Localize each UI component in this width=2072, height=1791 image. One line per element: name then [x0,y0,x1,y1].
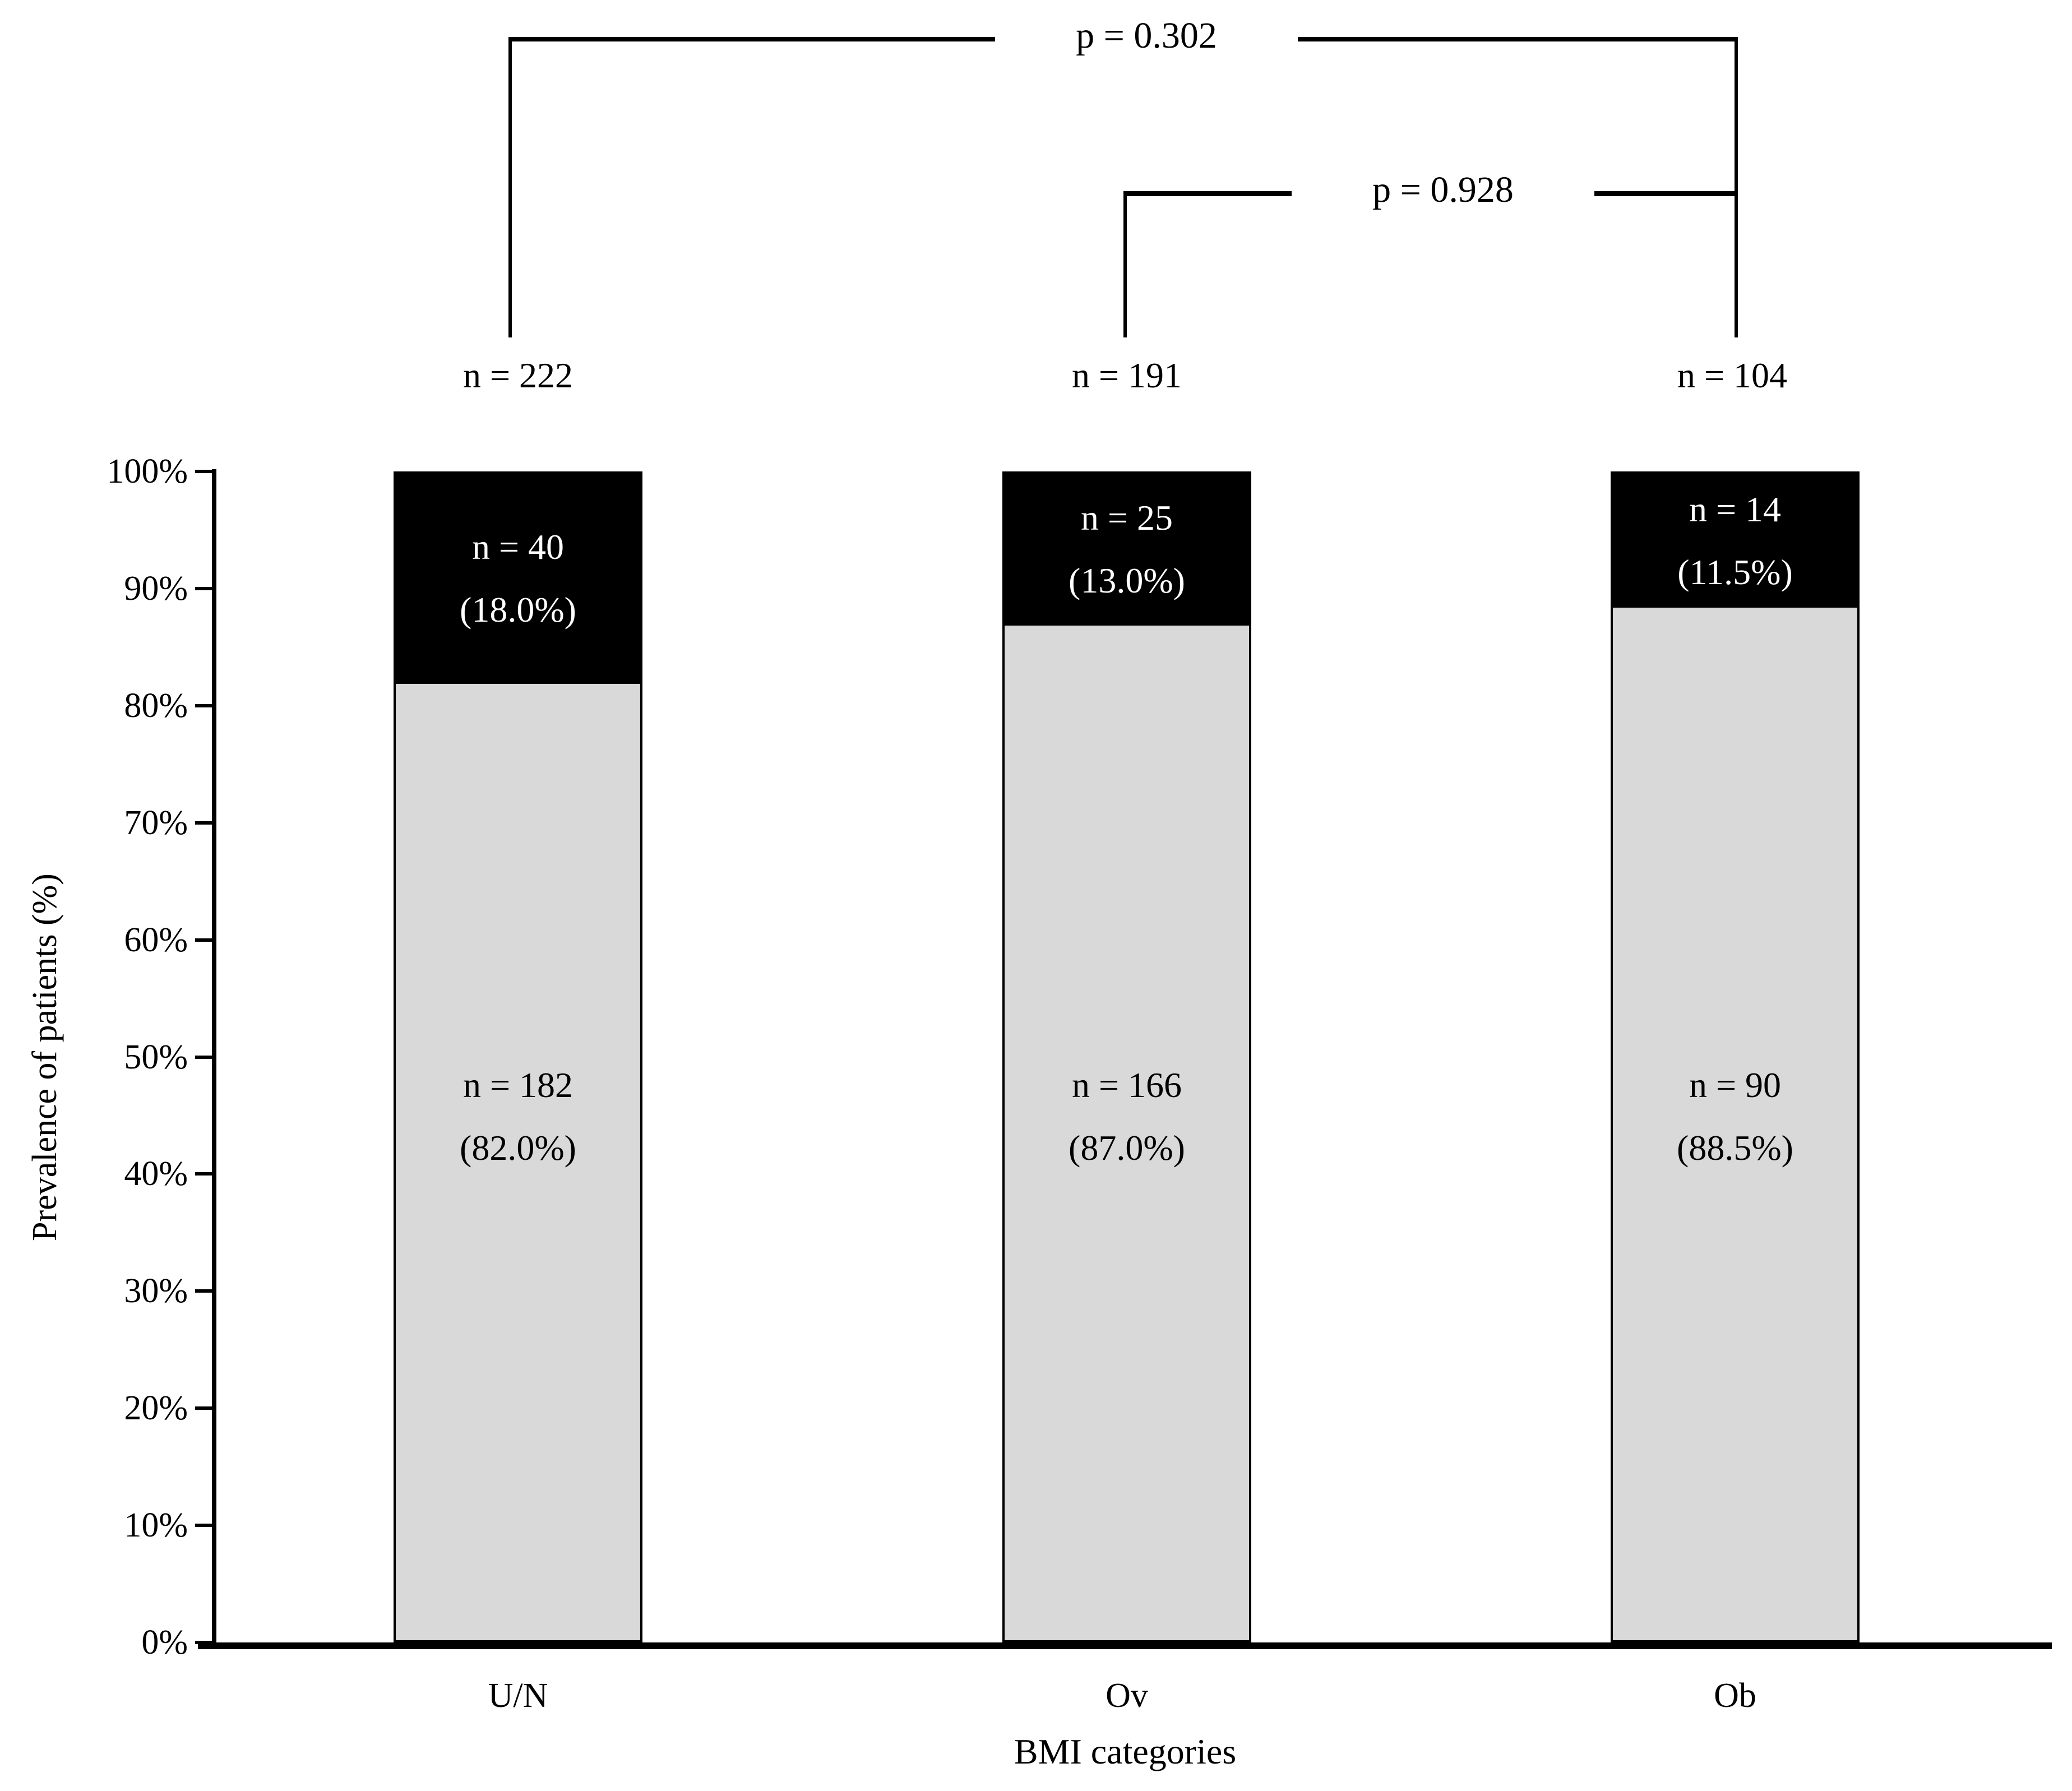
bar-un-black-segment: n = 40 (18.0%) [396,474,640,684]
y-tick-30 [195,1289,212,1293]
black-segment-count-label: n = 14 [1689,489,1782,529]
y-tick-70 [195,821,212,825]
bracket1-vertical-left [508,37,512,337]
group-size-label-ov: n = 191 [1071,355,1182,395]
x-axis-line [198,1642,2052,1649]
p-value-label-2: p = 0.928 [1372,169,1514,210]
bar-ob-black-segment: n = 14 (11.5%) [1613,474,1857,608]
black-segment-count-label: n = 40 [471,527,565,567]
x-category-label-ob: Ob [1714,1677,1756,1715]
x-category-label-un: U/N [488,1677,548,1715]
bar-un-gray-label: n = 182 (82.0%) [396,1054,640,1179]
gray-segment-count-label: n = 166 [1071,1065,1182,1105]
p-value-label-1: p = 0.302 [1076,15,1217,56]
y-tick-100 [195,470,212,473]
gray-segment-count-label: n = 182 [462,1065,574,1105]
bracket1-vertical-right [1735,37,1738,337]
y-tick-60 [195,938,212,942]
bar-ob: n = 14 (11.5%) n = 90 (88.5%) [1611,471,1860,1642]
bracket2-vertical-left [1123,191,1127,337]
bar-ov-black-segment: n = 25 (13.0%) [1005,474,1249,626]
bar-ob-gray-label: n = 90 (88.5%) [1613,1054,1857,1179]
bar-ov-gray-label: n = 166 (87.0%) [1005,1054,1249,1179]
y-tick-label-90: 90% [124,570,188,608]
group-size-label-un: n = 222 [462,355,574,395]
y-tick-label-60: 60% [124,921,188,959]
y-tick-label-50: 50% [124,1038,188,1076]
y-tick-90 [195,587,212,590]
black-segment-percent-label: (13.0%) [1069,561,1185,601]
bar-un: n = 40 (18.0%) n = 182 (82.0%) [394,471,642,1642]
bracket2-horizontal-right [1594,191,1738,196]
y-tick-50 [195,1056,212,1059]
gray-segment-percent-label: (88.5%) [1677,1128,1793,1168]
black-segment-count-label: n = 25 [1080,498,1173,538]
x-axis-title: BMI categories [1014,1732,1237,1771]
bracket1-horizontal-left [510,37,995,41]
bracket1-horizontal-right [1298,37,1738,41]
black-segment-percent-label: (11.5%) [1677,552,1793,592]
y-tick-label-30: 30% [124,1272,188,1310]
y-tick-label-70: 70% [124,804,188,842]
gray-segment-percent-label: (87.0%) [1069,1128,1185,1168]
y-tick-label-20: 20% [124,1389,188,1427]
black-segment-percent-label: (18.0%) [460,590,576,630]
bracket2-horizontal-left [1123,191,1292,196]
y-tick-label-10: 10% [124,1506,188,1544]
x-category-label-ov: Ov [1106,1677,1148,1715]
y-tick-10 [195,1524,212,1527]
y-axis-line [212,469,216,1649]
group-size-label-ob: n = 104 [1677,355,1788,395]
gray-segment-count-label: n = 90 [1689,1065,1782,1105]
y-tick-label-0: 0% [141,1623,188,1662]
y-tick-label-40: 40% [124,1155,188,1193]
y-tick-80 [195,704,212,707]
y-tick-label-100: 100% [107,452,188,490]
bar-ov: n = 25 (13.0%) n = 166 (87.0%) [1002,471,1251,1642]
y-tick-20 [195,1406,212,1410]
gray-segment-percent-label: (82.0%) [460,1128,576,1168]
y-tick-label-80: 80% [124,687,188,725]
y-tick-40 [195,1172,212,1176]
